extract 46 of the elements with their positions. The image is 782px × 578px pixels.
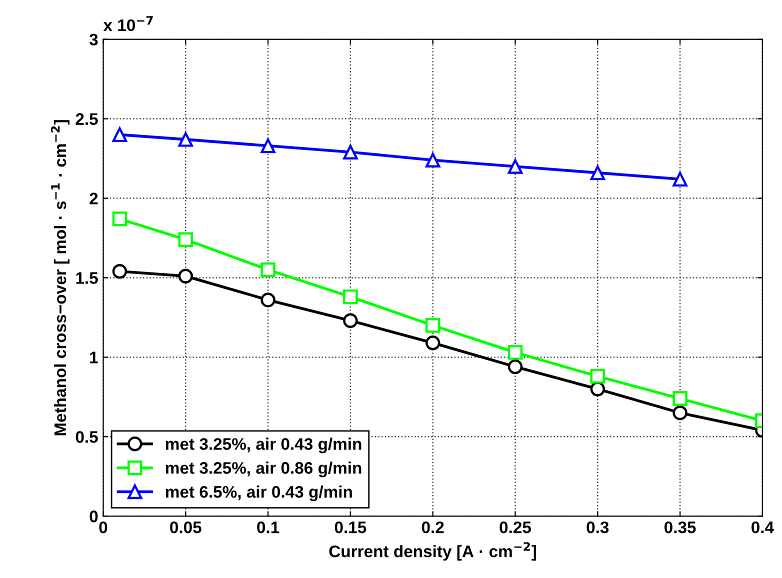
x-axis-title: Current density [A · cm$^{−2}$] <box>329 542 536 561</box>
y-tick-label: 0 <box>90 510 98 522</box>
y-tick-label: 1.5 <box>76 272 98 284</box>
x-tick-label: 0.3 <box>586 521 609 534</box>
x-tick-label: 0.2 <box>422 521 444 534</box>
x-tick-label: 0 <box>99 521 108 534</box>
point <box>590 382 606 396</box>
x-tick-label: 0.35 <box>664 521 696 534</box>
y-tick-label: 1 <box>90 352 98 364</box>
x-tick-label: 0.05 <box>170 521 202 534</box>
y-tick-label: 3 <box>89 34 98 46</box>
point <box>178 268 193 284</box>
legend-label: met 3.25%, air 0.43 g/min <box>166 438 362 454</box>
point <box>178 232 193 247</box>
point <box>343 313 358 328</box>
x-tick-label: 0.15 <box>334 521 366 534</box>
point <box>590 368 606 384</box>
y-axis-title: Methanol cross−over [ mol · s$^{−1}$ · cm$^{−2}$] <box>50 120 70 436</box>
y-tick-label: 2 <box>90 192 98 204</box>
legend-label: met 6.5%, air 0.43 g/min <box>166 486 352 502</box>
legend-label: met 3.25%, air 0.86 g/min <box>166 462 362 478</box>
point <box>590 165 606 180</box>
point <box>343 289 358 304</box>
point <box>112 212 128 226</box>
point <box>260 138 276 154</box>
point <box>425 336 440 350</box>
y-tick-label: 0.5 <box>76 431 98 443</box>
text: x 10$^{−7}$ <box>103 16 153 32</box>
point <box>260 262 276 278</box>
y-tick-label: 2.5 <box>76 113 98 125</box>
x-tick-label: 0.25 <box>500 521 531 534</box>
point <box>112 127 128 142</box>
point <box>112 264 128 279</box>
point <box>672 391 688 406</box>
point <box>260 292 276 308</box>
point <box>508 345 523 360</box>
x-tick-label: 0.4 <box>752 521 774 534</box>
point <box>343 144 358 160</box>
point <box>508 159 523 174</box>
point <box>672 405 688 420</box>
point <box>178 132 193 147</box>
x-tick-label: 0.1 <box>257 521 280 534</box>
point <box>672 172 688 187</box>
point <box>425 318 440 333</box>
point <box>508 359 523 374</box>
point <box>425 152 440 168</box>
